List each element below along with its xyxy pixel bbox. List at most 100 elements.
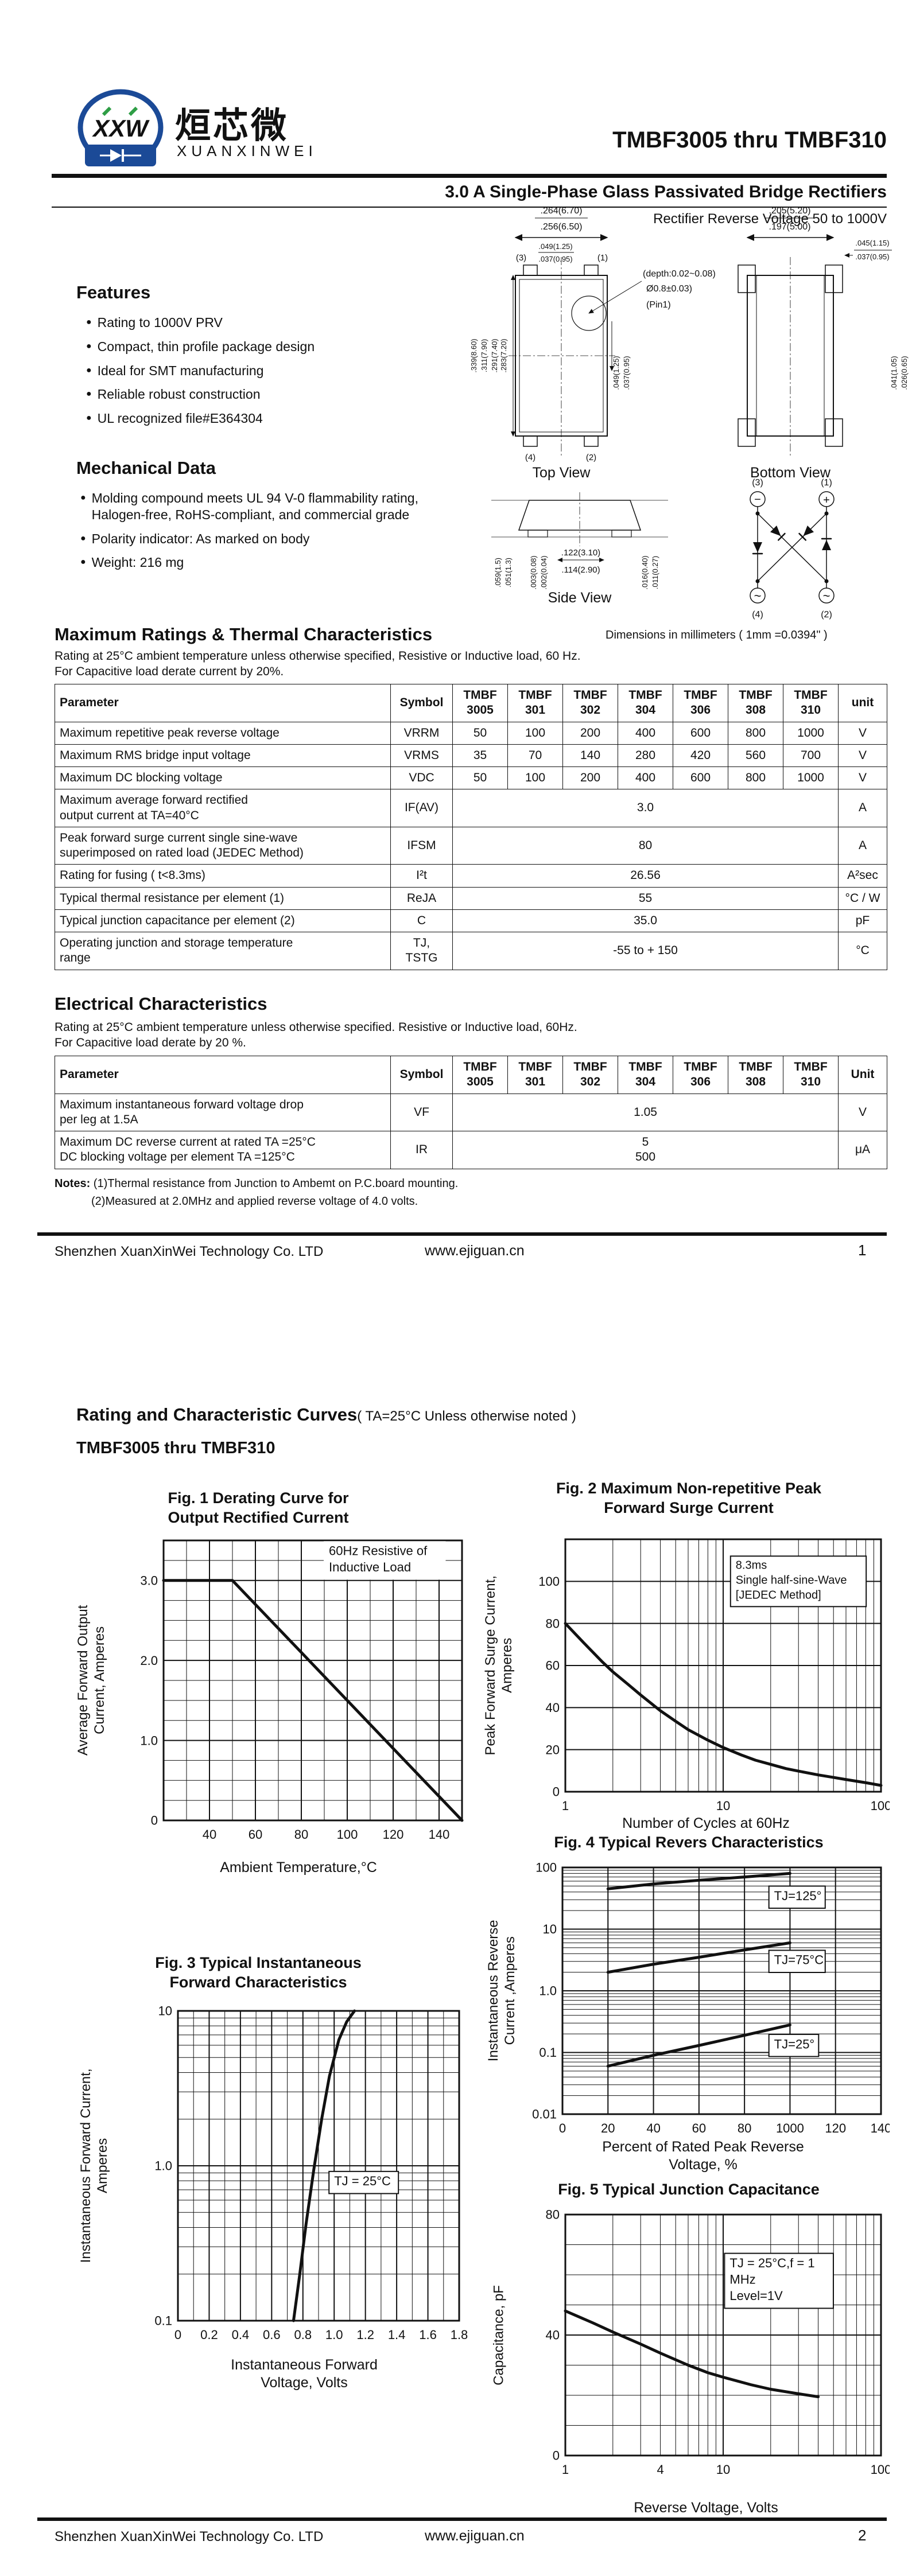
diode-icon [752, 542, 763, 555]
y-tick-label: 0 [553, 2449, 560, 2463]
electrical-condition-1: Rating at 25°C ambient temperature unles… [55, 1021, 577, 1034]
x-tick-label: 120 [825, 2121, 846, 2135]
value-cell: 200 [562, 721, 618, 745]
data-curve-tj-25 [606, 2023, 791, 2068]
terminal-3-label: (3) [752, 478, 763, 488]
electrical-table-container: Parameter Symbol TMBF 3005 TMBF 301 TMBF 302… [55, 1056, 887, 1169]
y-tick-label: 100 [535, 1862, 557, 1875]
bottom-view-caption: Bottom View [750, 465, 831, 481]
bullet-icon: ● [86, 341, 92, 351]
header-rule [52, 174, 887, 178]
diode-icon [821, 538, 832, 550]
value-cell: 1.05 [452, 1093, 839, 1131]
col-header: Symbol [390, 684, 453, 722]
x-tick-label: 1 [562, 1799, 569, 1813]
annotation-text: MHz [729, 2273, 755, 2287]
mech-text: Weight: 216 mg [91, 555, 184, 570]
value-cell: 100 [507, 766, 563, 790]
footer-rule [37, 1232, 887, 1236]
ac-icon: ~ [754, 589, 762, 603]
table-row: Maximum repetitive peak reverse voltage V… [55, 721, 887, 745]
figure-4-title: Fig. 4 Typical Revers Characteristics [554, 1834, 824, 1851]
unit-cell: pF [838, 909, 887, 933]
value-cell: 50 [452, 721, 508, 745]
figure-2-xlabel: Number of Cycles at 60Hz [622, 1815, 790, 1831]
col-header: TMBF 302 [562, 1056, 618, 1094]
figure-2-chart: 1 10 100 0 20 40 60 80 100 8.3ms Single half-sine-… [538, 1538, 890, 1813]
footer-page-number: 1 [858, 1242, 867, 1259]
data-curve-derating-curve [162, 1579, 464, 1822]
unit-cell: V [838, 1093, 887, 1131]
list-item: ● Molding compound meets UL 94 V-0 flamma… [80, 490, 471, 523]
mech-text: Polarity indicator: As marked on body [91, 531, 310, 546]
annotation-text: 8.3ms [736, 1559, 767, 1571]
parameter-cell: Maximum repetitive peak reverse voltage [55, 721, 391, 745]
unit-cell: A²sec [838, 864, 887, 888]
terminal-2-label: (2) [821, 610, 832, 620]
header-row: Parameter Symbol TMBF 3005 TMBF 301 TMBF 302… [55, 1056, 887, 1094]
footer-company: Shenzhen XuanXinWei Technology Co. LTD [55, 2529, 324, 2544]
logo-english-name: XUANXINWEI [177, 142, 317, 159]
figure-5-chart: 1 4 10 100 0 40 80 TJ = 25°C,f = 1 MHz Level=1V [546, 2208, 890, 2477]
figure-1-xlabel: Ambient Temperature,°C [220, 1859, 377, 1875]
dim-label: .049(1.25) [538, 242, 572, 251]
feature-text: Compact, thin profile package design [97, 338, 315, 354]
plot-border [564, 1538, 882, 1793]
dim-label: .026(0.65) [900, 356, 909, 390]
unit-cell: A [838, 789, 887, 827]
col-header: TMBF 301 [507, 684, 563, 722]
unit-cell: μA [838, 1131, 887, 1169]
figure-1-ylabel: Average Forward Output Current, Amperes [75, 1605, 107, 1756]
table-row: Maximum RMS bridge input voltage VRMS 35 70… [55, 744, 887, 768]
annotation-text: TJ=75°C [774, 1953, 824, 1967]
dim-label: .205(5.20) [769, 206, 811, 216]
curves-heading: Rating and Characteristic Curves( TA=25°… [76, 1404, 576, 1425]
table-row: Peak forward surge current single sine-w… [55, 826, 887, 865]
x-tick-label: 10 [716, 1799, 730, 1813]
figure-3-ylabel: Instantaneous Forward Current, Amperes [78, 2068, 110, 2263]
symbol-cell: IFSM [390, 826, 453, 865]
figure-4-xlabel: Percent of Rated Peak Reverse Voltage, % [602, 2139, 804, 2173]
x-tick-label: 60 [249, 1827, 262, 1842]
col-header: TMBF 3005 [452, 684, 508, 722]
x-tick-label: 0.6 [263, 2328, 281, 2342]
figure-2: Fig. 2 Maximum Non-repetitive Peak Forwa… [483, 1479, 892, 1835]
x-tick-label: 80 [738, 2121, 751, 2135]
col-header: Symbol [390, 1056, 453, 1094]
x-tick-label: 0 [174, 2328, 181, 2342]
parameter-cell: Typical thermal resistance per element (… [55, 886, 391, 910]
col-header: TMBF 306 [673, 1056, 728, 1094]
terminal-1-label: (1) [821, 478, 832, 488]
parameter-cell: Typical junction capacitance per element… [55, 909, 391, 933]
col-header: TMBF 301 [507, 1056, 563, 1094]
bullet-icon: ● [86, 317, 92, 327]
dim-label: .011(0.27) [651, 556, 659, 589]
data-curve-surge-current [564, 1622, 883, 1787]
col-header: TMBF 308 [728, 1056, 783, 1094]
value-cell: 70 [507, 744, 563, 768]
data-curve-tj-75 [606, 1941, 791, 1974]
x-tick-label: 1.8 [451, 2328, 468, 2342]
col-header: TMBF 304 [618, 1056, 673, 1094]
dim-label: .264(6.70) [541, 206, 583, 216]
annotation-text: TJ = 25°C [334, 2174, 391, 2188]
annotation-text: [JEDEC Method] [736, 1589, 821, 1601]
curves-heading-text: Rating and Characteristic Curves [76, 1404, 358, 1425]
y-tick-label: 0 [553, 1785, 560, 1799]
x-tick-label: 0.8 [294, 2328, 312, 2342]
diameter-note: Ø0.8±0.03) [646, 284, 692, 294]
value-cell: 35 [452, 744, 508, 768]
value-cell: 800 [728, 721, 783, 745]
feature-text: UL recognized file#E364304 [97, 411, 263, 426]
annotation-box [324, 1541, 446, 1580]
electrical-table: Parameter Symbol TMBF 3005 TMBF 301 TMBF 302… [55, 1056, 887, 1169]
y-tick-label: 1.0 [154, 2159, 172, 2173]
figure-3-xlabel: Instantaneous Forward Voltage, Volts [231, 2357, 378, 2391]
electrical-condition-2: For Capacitive load derate by 20 %. [55, 1036, 246, 1049]
dim-label: .339(8.60) [471, 338, 478, 372]
annotation-text: TJ=25° [774, 2037, 815, 2051]
value-cell: 600 [673, 721, 728, 745]
bullet-icon: ● [86, 365, 92, 375]
symbol-cell: TJ, TSTG [390, 932, 453, 970]
x-tick-label: 40 [646, 2121, 660, 2135]
